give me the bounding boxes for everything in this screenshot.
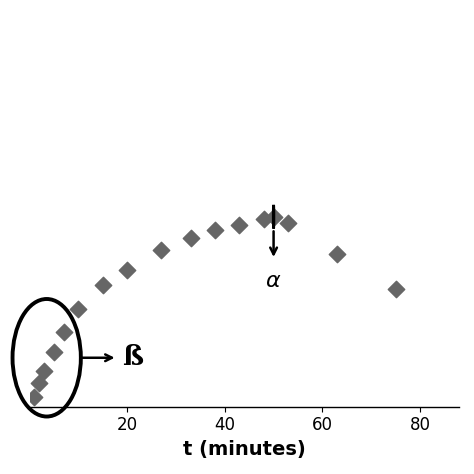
- Point: [40, 368, 48, 375]
- Point: [36, 379, 43, 387]
- Point: [392, 285, 400, 293]
- X-axis label: t (minutes): t (minutes): [183, 440, 306, 459]
- Text: ß: ß: [122, 344, 144, 371]
- Point: [284, 219, 292, 227]
- Point: [31, 393, 38, 401]
- Text: $\alpha$: $\alpha$: [265, 270, 282, 292]
- Point: [60, 328, 68, 336]
- Point: [211, 227, 219, 234]
- Point: [187, 235, 194, 242]
- Point: [157, 246, 165, 254]
- Point: [236, 221, 243, 228]
- Point: [50, 348, 58, 356]
- Point: [99, 282, 107, 289]
- Point: [260, 215, 268, 222]
- Point: [270, 213, 277, 220]
- Point: [123, 266, 131, 273]
- Point: [333, 250, 341, 258]
- Point: [74, 305, 82, 312]
